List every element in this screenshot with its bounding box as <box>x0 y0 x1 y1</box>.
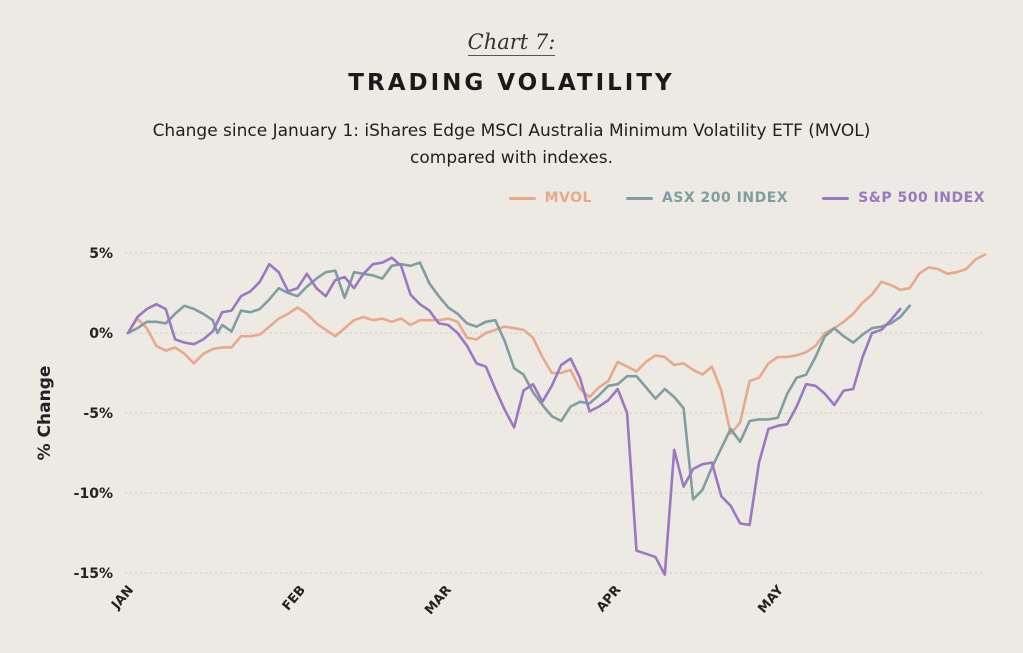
series-line-mvol <box>126 253 987 436</box>
chart-subtitle: Change since January 1: iShares Edge MSC… <box>152 121 871 168</box>
chart-number-label: Chart 7: <box>0 30 1023 56</box>
x-tick-label: APR <box>594 583 625 615</box>
legend-swatch-mvol <box>508 196 536 200</box>
legend-swatch-sp500 <box>822 196 850 200</box>
y-tick-label: -10% <box>74 486 113 502</box>
x-tick-label: FEB <box>280 583 309 614</box>
legend-item-mvol: MVOL <box>508 190 592 206</box>
chart-title: TRADING VOLATILITY <box>348 70 675 96</box>
legend-label-asx: ASX 200 INDEX <box>661 190 789 206</box>
series-line-asx200 <box>126 261 911 501</box>
y-axis-label: % Change <box>35 366 55 461</box>
series-line-sp500 <box>126 256 902 576</box>
chart-number-text: Chart 7: <box>467 30 556 56</box>
legend-swatch-asx <box>625 196 653 200</box>
y-tick-label: -5% <box>83 406 113 422</box>
legend: MVOL ASX 200 INDEX S&P 500 INDEX <box>508 190 985 206</box>
legend-item-sp500: S&P 500 INDEX <box>822 190 985 206</box>
x-tick-label: JAN <box>108 583 137 613</box>
legend-item-asx: ASX 200 INDEX <box>625 190 789 206</box>
y-tick-label: -15% <box>74 566 113 582</box>
y-tick-label: 5% <box>89 246 113 262</box>
x-tick-label: MAR <box>422 583 455 618</box>
x-tick-label: MAY <box>755 582 787 616</box>
legend-label-sp500: S&P 500 INDEX <box>858 190 985 206</box>
legend-label-mvol: MVOL <box>544 190 592 206</box>
y-tick-label: 0% <box>89 326 113 342</box>
